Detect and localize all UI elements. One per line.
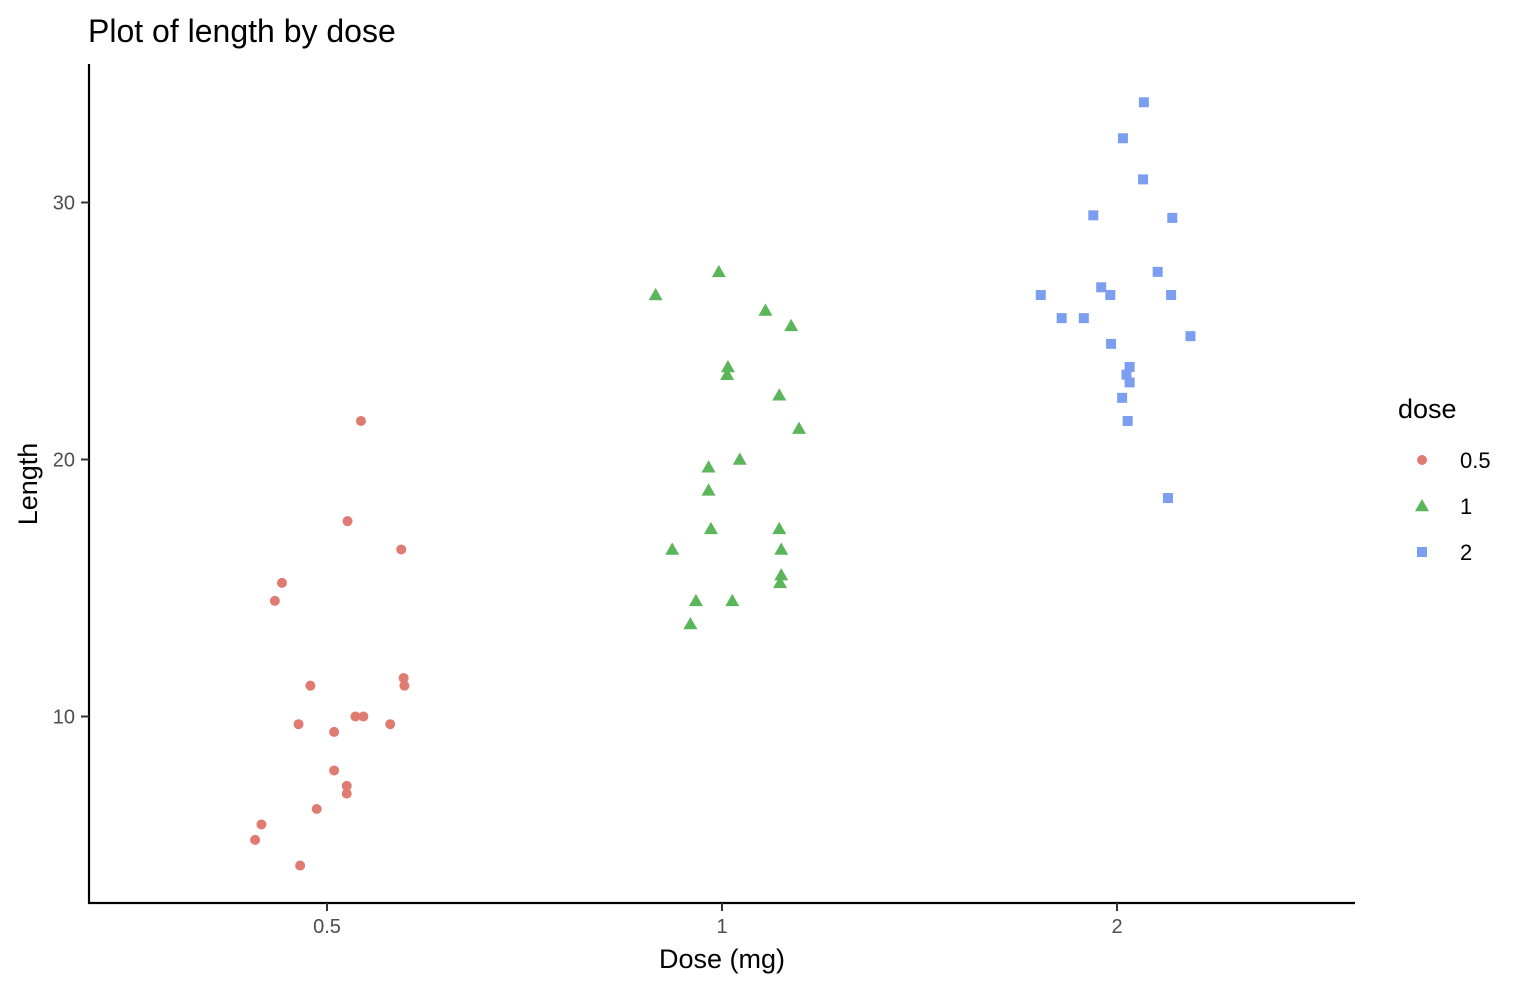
- data-point-triangle: [772, 388, 787, 401]
- data-point-circle: [355, 415, 366, 426]
- y-tick-label: 20: [53, 450, 75, 472]
- data-point-circle: [250, 834, 261, 845]
- data-point-circle: [256, 819, 267, 830]
- data-point-circle: [341, 788, 352, 799]
- chart-title: Plot of length by dose: [88, 13, 396, 49]
- data-points: [250, 97, 1196, 871]
- data-point-triangle: [732, 452, 747, 465]
- data-point-square: [1138, 97, 1149, 108]
- data-point-circle: [342, 516, 353, 527]
- legend-key-circle: [1417, 455, 1427, 465]
- legend-key-triangle: [1415, 499, 1429, 512]
- data-point-triangle: [683, 616, 698, 630]
- data-point-square: [1088, 210, 1099, 221]
- data-point-triangle: [701, 483, 716, 496]
- data-point-triangle: [720, 359, 735, 373]
- x-tick-label: 1: [716, 916, 727, 938]
- data-point-circle: [311, 804, 322, 815]
- data-point-square: [1035, 290, 1046, 301]
- data-point-circle: [385, 719, 396, 730]
- data-point-circle: [305, 680, 316, 691]
- data-point-square: [1117, 392, 1128, 403]
- data-point-circle: [293, 719, 304, 730]
- data-point-triangle: [774, 568, 789, 581]
- data-point-circle: [329, 765, 340, 776]
- legend-title: dose: [1398, 394, 1457, 424]
- y-tick-label: 30: [53, 193, 75, 215]
- data-point-square: [1152, 266, 1163, 277]
- data-point-triangle: [772, 521, 787, 535]
- x-axis-ticks: 0.5 1 2: [313, 903, 1123, 938]
- data-point-square: [1105, 290, 1116, 301]
- data-point-triangle: [688, 593, 703, 607]
- data-point-square: [1138, 174, 1149, 185]
- data-point-circle: [276, 577, 287, 588]
- x-tick-label: 0.5: [313, 916, 341, 938]
- data-point-square: [1096, 282, 1107, 293]
- data-point-triangle: [701, 460, 716, 473]
- data-point-triangle: [720, 367, 735, 380]
- data-point-square: [1124, 361, 1135, 372]
- data-point-circle: [341, 780, 352, 791]
- data-point-circle: [396, 544, 407, 555]
- data-point-circle: [295, 860, 306, 871]
- data-point-square: [1185, 331, 1196, 342]
- data-point-triangle: [648, 288, 663, 301]
- data-point-circle: [358, 711, 369, 722]
- data-point-square: [1162, 493, 1173, 504]
- data-point-circle: [329, 726, 340, 737]
- data-point-square: [1167, 212, 1178, 223]
- data-point-circle: [398, 672, 409, 683]
- legend: dose 0.5 1 2: [1398, 394, 1491, 565]
- data-point-triangle: [792, 421, 807, 434]
- x-axis-title: Dose (mg): [659, 944, 785, 974]
- data-point-square: [1056, 313, 1067, 324]
- data-point-triangle: [774, 542, 789, 555]
- x-tick-label: 2: [1111, 916, 1122, 938]
- data-point-triangle: [758, 303, 773, 316]
- data-point-triangle: [711, 264, 726, 278]
- legend-key-square: [1417, 547, 1427, 557]
- data-point-square: [1078, 313, 1089, 324]
- data-point-triangle: [665, 542, 680, 555]
- data-point-circle: [350, 711, 361, 722]
- data-point-square: [1106, 338, 1117, 349]
- data-point-triangle: [725, 593, 740, 607]
- y-axis-title: Length: [13, 443, 43, 526]
- y-tick-label: 10: [53, 707, 75, 729]
- y-axis-ticks: 10 20 30: [53, 193, 89, 729]
- data-point-square: [1124, 377, 1135, 388]
- data-point-triangle: [703, 521, 718, 535]
- legend-label: 0.5: [1460, 448, 1491, 473]
- data-point-circle: [269, 595, 280, 606]
- legend-label: 2: [1460, 540, 1472, 565]
- data-point-circle: [399, 680, 410, 691]
- data-point-square: [1166, 290, 1177, 301]
- data-point-square: [1117, 133, 1128, 144]
- data-point-square: [1121, 369, 1132, 380]
- data-point-square: [1122, 415, 1133, 426]
- data-point-triangle: [784, 318, 799, 332]
- legend-label: 1: [1460, 494, 1472, 519]
- data-point-triangle: [773, 575, 788, 589]
